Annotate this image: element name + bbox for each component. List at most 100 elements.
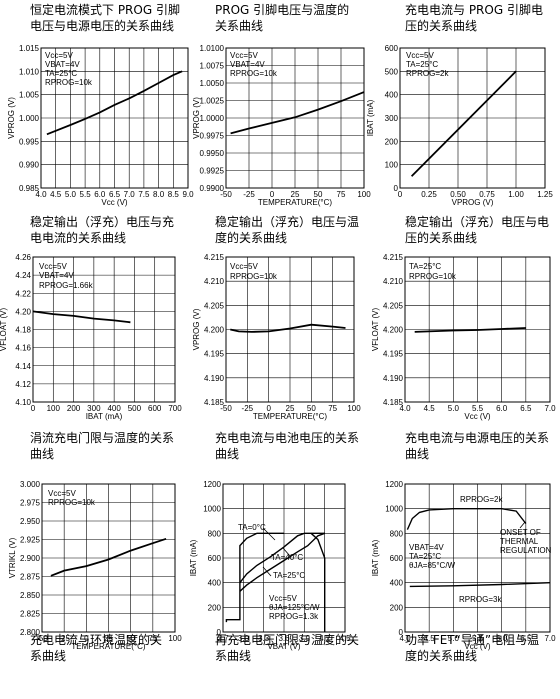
y-tick-label: 0: [217, 628, 222, 637]
x-axis-label: Vcc (V): [464, 642, 491, 651]
chart-annotation: RPROG=2k: [460, 495, 503, 504]
chart-title-line: 电压与电源电压的关系曲线: [30, 19, 175, 33]
chart-title-line: 功率 FET“导通”电阻与温: [405, 633, 540, 647]
y-tick-label: 600: [208, 554, 222, 563]
chart-annotation: Vcc=5V: [39, 262, 67, 271]
y-tick-label: 1.0025: [200, 97, 225, 106]
x-tick-label: 8.5: [168, 190, 180, 199]
x-tick-label: 75: [337, 190, 346, 199]
chart-annotation: RPROG=1.3k: [269, 612, 319, 621]
x-tick-label: -50: [36, 634, 48, 643]
x-tick-label: 4.0: [399, 634, 411, 643]
x-tick-label: 700: [168, 404, 182, 413]
x-tick-label: 5.5: [472, 404, 484, 413]
x-axis-label: TEMPERATURE(°C): [253, 412, 327, 421]
y-tick-label: 2.825: [20, 610, 41, 619]
chart-annotation: TA=40°C: [271, 553, 303, 562]
chart-title-line: 充电电流与环境温度的关: [30, 633, 163, 647]
chart-annotation: RPROG=1.66k: [39, 281, 94, 290]
y-tick-label: 4.205: [383, 301, 404, 310]
x-tick-label: 25: [104, 634, 113, 643]
y-tick-label: 4.210: [204, 277, 225, 286]
x-tick-label: 9.0: [182, 190, 194, 199]
y-tick-label: 2.950: [20, 517, 41, 526]
y-tick-label: 600: [385, 44, 399, 53]
chart-title-10: 充电电流与环境温度的关 系曲线: [30, 632, 200, 664]
x-tick-label: 200: [67, 404, 81, 413]
x-tick-label: 500: [128, 404, 142, 413]
x-tick-label: 0.50: [450, 190, 466, 199]
y-tick-label: 1200: [203, 480, 221, 489]
x-tick-label: 0.75: [479, 190, 495, 199]
x-tick-label: 100: [357, 190, 371, 199]
x-tick-label: 7.0: [544, 634, 556, 643]
chart-title-line: 关系曲线: [215, 19, 264, 33]
annotation-leader: [262, 527, 276, 541]
y-tick-label: 1.010: [19, 67, 40, 76]
chart-8: 2.7 3.0 3.3 3.6 3.9 4.2 4.5 0 200 400 600 800 1000 12…: [189, 480, 351, 651]
y-tick-label: 800: [390, 529, 404, 538]
y-tick-label: 2.875: [20, 573, 41, 582]
y-tick-label: 0.985: [19, 184, 40, 193]
y-tick-label: 4.215: [383, 253, 404, 262]
x-tick-label: 7.0: [544, 404, 556, 413]
y-tick-label: 1000: [203, 505, 221, 514]
y-tick-label: 600: [390, 554, 404, 563]
chart-annotation: Vcc=5V: [230, 51, 258, 60]
chart-title-line: 电电流的关系曲线: [30, 231, 127, 245]
y-tick-label: 1.0050: [200, 79, 225, 88]
y-tick-label: 200: [208, 603, 222, 612]
series-line-1: [230, 91, 365, 135]
chart-title-line: 恒定电流模式下 PROG 引脚: [30, 3, 180, 17]
y-tick-label: 800: [208, 529, 222, 538]
x-tick-label: 5.5: [80, 190, 92, 199]
series-line-1: [46, 70, 183, 136]
x-tick-label: 4.5: [50, 190, 62, 199]
chart-annotation: VBAT=4V: [230, 60, 265, 69]
y-tick-label: 4.16: [15, 344, 31, 353]
y-tick-label: 4.195: [204, 350, 225, 359]
y-tick-label: 0.9950: [200, 149, 225, 158]
y-tick-label: 4.14: [15, 362, 31, 371]
y-tick-label: 200: [385, 137, 399, 146]
y-tick-label: 4.190: [204, 374, 225, 383]
chart-annotation: RPROG=10k: [230, 272, 278, 281]
x-tick-label: 0: [84, 634, 89, 643]
x-tick-label: 4.5: [424, 404, 436, 413]
chart-7: -50 -25 0 25 50 75 100 2.800 2.825 2.850 2.875 2.90…: [8, 480, 182, 651]
y-tick-label: 200: [390, 603, 404, 612]
x-tick-label: -25: [242, 404, 254, 413]
chart-9: 4.0 4.5 5.0 5.5 6.0 6.5 7.0 0 200 400 600 800 1000 12…: [371, 480, 556, 651]
series-line-4: [310, 532, 326, 632]
y-tick-label: 4.12: [15, 380, 31, 389]
x-tick-label: -50: [220, 404, 232, 413]
chart-title-line: 压的关系曲线: [405, 19, 478, 33]
series-line-1: [406, 508, 527, 530]
series-line-2: [239, 532, 325, 584]
x-tick-label: 4.5: [339, 634, 351, 643]
chart-title-line: 充电电流与 PROG 引脚电: [405, 3, 543, 17]
chart-annotation: VBAT=4V: [39, 271, 74, 280]
chart-title-1: 恒定电流模式下 PROG 引脚 电压与电源电压的关系曲线: [30, 2, 200, 34]
x-tick-label: 6.0: [496, 634, 508, 643]
x-tick-label: 6.5: [520, 634, 532, 643]
x-tick-label: 7.5: [138, 190, 150, 199]
x-tick-label: 6.0: [94, 190, 106, 199]
x-tick-label: 4.0: [399, 404, 411, 413]
chart-4: 0 100 200 300 400 500 600 700 4.10 4.12 4.14 4.16 4.…: [0, 253, 182, 421]
chart-title-line: 充电电流与电源电压的关系: [405, 431, 550, 445]
x-axis-label: VBAT (V): [267, 642, 300, 651]
y-axis-label: IBAT (mA): [371, 539, 380, 576]
y-tick-label: 4.20: [15, 307, 31, 316]
y-tick-label: 1.0000: [200, 114, 225, 123]
x-tick-label: 5.5: [472, 634, 484, 643]
chart-annotation: Vcc=5V: [48, 489, 76, 498]
y-tick-label: 4.22: [15, 289, 31, 298]
x-tick-label: 1.25: [537, 190, 553, 199]
x-tick-label: 0: [270, 190, 275, 199]
x-tick-label: 300: [87, 404, 101, 413]
y-axis-label: VPROG (V): [192, 97, 201, 139]
chart-title-2: PROG 引脚电压与温度的 关系曲线: [215, 2, 385, 34]
series-line-1: [32, 310, 131, 324]
chart-title-12: 功率 FET“导通”电阻与温 度的关系曲线: [405, 632, 560, 664]
